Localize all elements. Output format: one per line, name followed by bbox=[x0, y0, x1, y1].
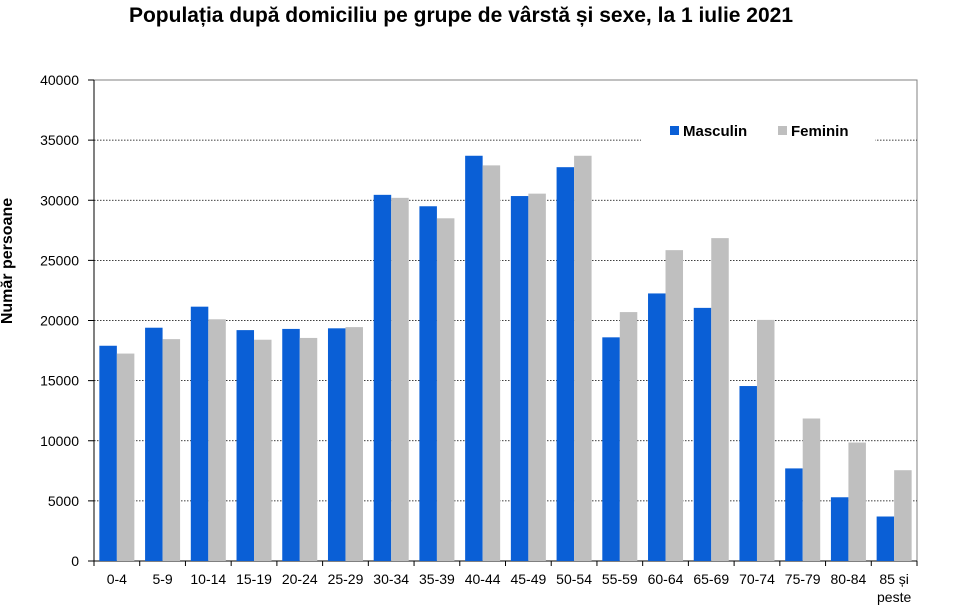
x-tick-label: 10-14 bbox=[190, 571, 226, 587]
x-tick-label: 0-4 bbox=[107, 571, 127, 587]
x-tick-label: 50-54 bbox=[556, 571, 592, 587]
y-tick-label: 35000 bbox=[40, 132, 79, 148]
legend-label-feminin: Feminin bbox=[791, 123, 849, 140]
bar-masculin-16 bbox=[830, 497, 849, 561]
bar-masculin-12 bbox=[648, 293, 666, 561]
legend-label-masculin: Masculin bbox=[683, 123, 747, 140]
bar-masculin-11 bbox=[602, 337, 620, 561]
x-tick-label: 75-79 bbox=[785, 571, 821, 587]
bar-masculin-8 bbox=[465, 155, 483, 561]
x-tick-label: 70-74 bbox=[739, 571, 775, 587]
x-tick-label: 80-84 bbox=[831, 571, 867, 587]
x-tick-label: 30-34 bbox=[373, 571, 409, 587]
bar-masculin-2 bbox=[190, 306, 209, 561]
bar-masculin-7 bbox=[419, 206, 437, 561]
bar-masculin-4 bbox=[282, 328, 300, 561]
bar-masculin-15 bbox=[785, 468, 803, 561]
bar-feminin-6 bbox=[391, 197, 409, 561]
bar-feminin-9 bbox=[528, 193, 546, 562]
x-tick-label: 35-39 bbox=[419, 571, 455, 587]
bar-feminin-12 bbox=[665, 250, 684, 561]
x-tick-label: 65-69 bbox=[693, 571, 729, 587]
legend-swatch-masculin bbox=[670, 126, 679, 135]
y-tick-label: 10000 bbox=[40, 433, 79, 449]
y-tick-label: 5000 bbox=[48, 493, 79, 509]
x-tick-label: 45-49 bbox=[510, 571, 546, 587]
bar-feminin-1 bbox=[162, 339, 181, 561]
x-tick-label: 15-19 bbox=[236, 571, 272, 587]
bar-masculin-9 bbox=[510, 196, 529, 561]
bar-masculin-13 bbox=[693, 307, 712, 561]
bar-masculin-0 bbox=[99, 345, 117, 561]
x-tick-label: 60-64 bbox=[648, 571, 684, 587]
bar-feminin-15 bbox=[802, 418, 821, 561]
x-tick-label: 40-44 bbox=[465, 571, 501, 587]
bar-masculin-14 bbox=[739, 386, 757, 561]
bar-feminin-5 bbox=[345, 327, 363, 561]
y-tick-label: 15000 bbox=[40, 373, 79, 389]
bar-masculin-5 bbox=[327, 328, 346, 561]
legend-box bbox=[641, 117, 875, 141]
x-tick-label: 20-24 bbox=[282, 571, 318, 587]
bar-feminin-7 bbox=[436, 218, 455, 561]
x-tick-label: 55-59 bbox=[602, 571, 638, 587]
y-tick-label: 0 bbox=[71, 553, 79, 569]
bar-masculin-6 bbox=[373, 194, 392, 561]
x-tick-label: 25-29 bbox=[328, 571, 364, 587]
y-tick-label: 40000 bbox=[40, 72, 79, 88]
bar-feminin-11 bbox=[619, 312, 638, 561]
bar-masculin-1 bbox=[145, 327, 163, 561]
bar-feminin-0 bbox=[116, 353, 135, 561]
bar-feminin-17 bbox=[894, 470, 912, 561]
bar-feminin-13 bbox=[711, 238, 729, 561]
bar-feminin-4 bbox=[299, 337, 318, 561]
y-tick-label: 20000 bbox=[40, 313, 79, 329]
y-tick-label: 30000 bbox=[40, 192, 79, 208]
bar-masculin-10 bbox=[556, 167, 575, 561]
x-tick-label: 5-9 bbox=[152, 571, 172, 587]
bar-masculin-17 bbox=[876, 516, 895, 561]
bar-feminin-10 bbox=[574, 155, 592, 561]
chart-title: Populația după domiciliu pe grupe de vâr… bbox=[128, 4, 794, 27]
bar-feminin-3 bbox=[254, 339, 272, 561]
y-tick-label: 25000 bbox=[40, 252, 79, 268]
x-tick-label: 85 și peste bbox=[877, 571, 911, 605]
bar-feminin-16 bbox=[848, 442, 866, 561]
bar-feminin-2 bbox=[208, 319, 226, 561]
bar-masculin-3 bbox=[236, 330, 255, 561]
legend-swatch-feminin bbox=[778, 126, 787, 135]
bar-feminin-8 bbox=[482, 165, 501, 561]
bar-feminin-14 bbox=[756, 319, 775, 561]
